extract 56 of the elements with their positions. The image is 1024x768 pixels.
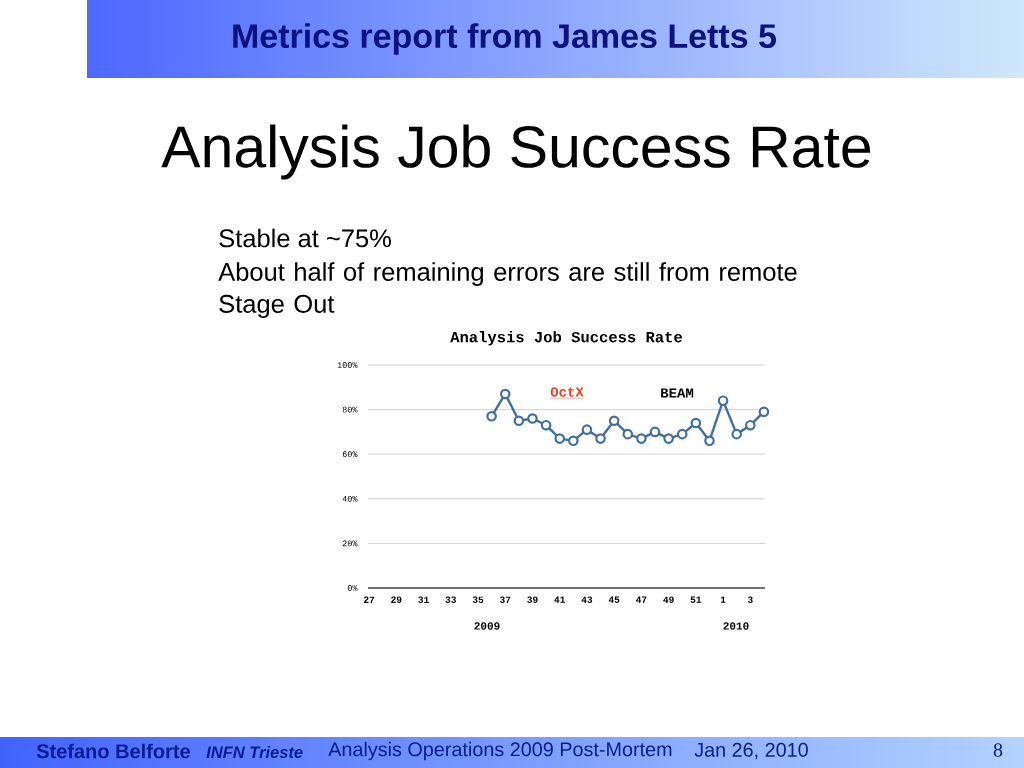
point bbox=[717, 395, 729, 406]
text: Jan 26, 2010 bbox=[694, 742, 808, 760]
text: Stefano Belforte bbox=[36, 743, 190, 759]
x-tick-label: 33 bbox=[445, 596, 456, 603]
x-tick-label: 37 bbox=[499, 596, 511, 603]
x-tick-label: 41 bbox=[554, 596, 565, 603]
y-tick-label: 40% bbox=[342, 495, 358, 502]
text: Analysis Job Success Rate bbox=[161, 124, 871, 180]
point bbox=[595, 433, 606, 444]
x-tick-label: 3 bbox=[747, 596, 753, 603]
x-tick-label: 27 bbox=[363, 596, 375, 603]
annotation: BEAM bbox=[661, 388, 694, 398]
point bbox=[636, 433, 647, 444]
y-tick-label: 20% bbox=[342, 540, 358, 547]
point bbox=[513, 415, 525, 427]
point bbox=[649, 426, 661, 438]
text: 8 bbox=[993, 743, 1003, 757]
text: Stable at ~75% bbox=[219, 228, 391, 248]
y-tick-label: 60% bbox=[342, 451, 358, 458]
x-tick-label: 45 bbox=[608, 596, 620, 603]
annotation: OctX bbox=[550, 387, 584, 397]
point bbox=[663, 433, 674, 444]
point bbox=[568, 435, 579, 447]
text: 2010 bbox=[723, 622, 749, 630]
y-tick-label: 80% bbox=[342, 406, 358, 413]
text: Metrics report from James Letts 5 bbox=[233, 23, 777, 55]
point bbox=[758, 406, 770, 418]
text: About half of remaining errors are still from remote Stage Out bbox=[218, 262, 797, 318]
text: Analysis Operations 2009 Post-Mortem bbox=[328, 741, 672, 761]
point bbox=[486, 410, 497, 422]
point bbox=[745, 419, 756, 431]
point bbox=[540, 419, 552, 431]
x-tick-label: 35 bbox=[472, 596, 484, 603]
x-tick-label: 49 bbox=[663, 596, 674, 603]
point bbox=[704, 435, 715, 447]
point bbox=[731, 428, 742, 440]
x-tick-label: 39 bbox=[527, 596, 538, 603]
point bbox=[690, 417, 702, 429]
point bbox=[581, 424, 593, 435]
x-tick-label: 31 bbox=[418, 596, 429, 603]
chart-title: Analysis Job Success Rate bbox=[450, 331, 682, 346]
point bbox=[608, 415, 620, 427]
point bbox=[676, 428, 688, 440]
text: INFN Trieste bbox=[206, 745, 303, 759]
text: 2009 bbox=[474, 622, 500, 630]
x-tick-label: 43 bbox=[581, 596, 593, 603]
point bbox=[527, 413, 538, 424]
x-tick-label: 1 bbox=[720, 596, 726, 603]
x-tick-label: 47 bbox=[636, 596, 647, 603]
x-tick-label: 29 bbox=[391, 596, 402, 603]
y-tick-label: 100% bbox=[337, 362, 358, 368]
y-tick-label: 0% bbox=[347, 585, 358, 591]
point bbox=[554, 433, 565, 444]
point bbox=[499, 388, 511, 400]
x-tick-label: 51 bbox=[690, 596, 702, 603]
point bbox=[622, 428, 634, 440]
